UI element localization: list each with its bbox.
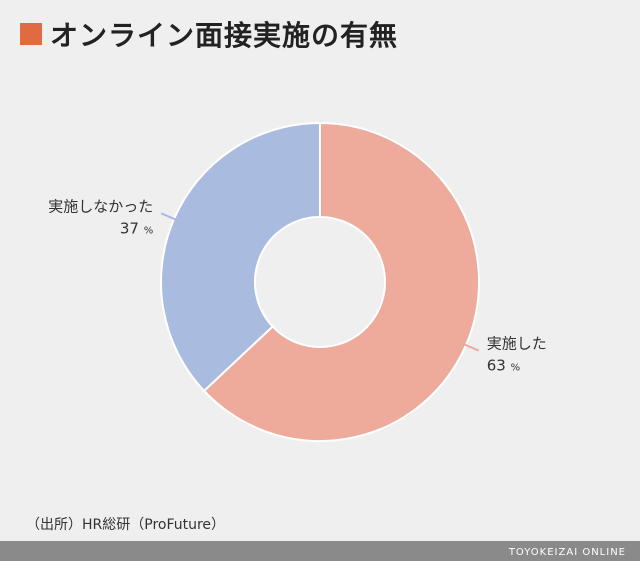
chart-title-group: オンライン面接実施の有無 xyxy=(20,14,398,54)
slice-label: 実施しなかった xyxy=(48,197,153,215)
leader-line xyxy=(463,343,480,352)
slice-not-implemented xyxy=(160,121,321,393)
chart-title: オンライン面接実施の有無 xyxy=(50,19,399,52)
title-square-icon xyxy=(20,23,42,45)
leader-line xyxy=(160,212,177,221)
slice-implemented xyxy=(202,121,480,442)
slice-value: 63 % xyxy=(487,357,520,375)
footer-brand: TOYOKEIZAI ONLINE xyxy=(508,547,626,558)
slice-label: 実施した xyxy=(487,335,547,353)
source-note: （出所）HR総研（ProFuture） xyxy=(26,517,226,533)
slice-value: 37 % xyxy=(120,219,153,237)
footer-bar: TOYOKEIZAI ONLINE xyxy=(0,541,640,561)
